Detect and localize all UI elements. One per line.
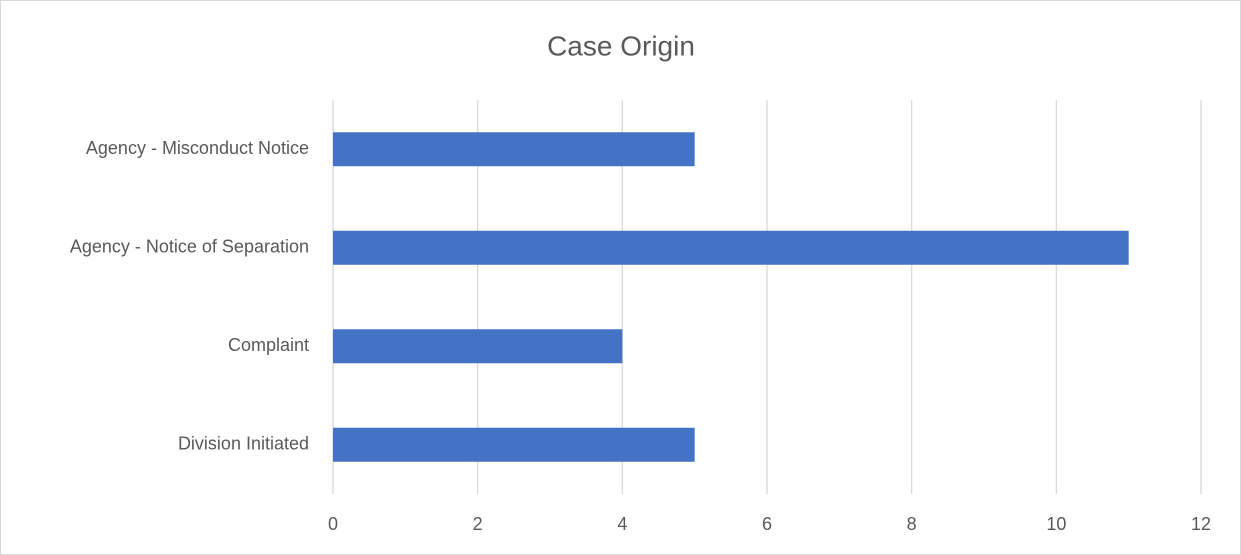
x-tick-label: 10 [1046,514,1066,534]
x-tick-label: 4 [617,514,627,534]
x-tick-label: 8 [907,514,917,534]
bar [333,427,695,462]
x-tick-label: 12 [1191,514,1211,534]
y-tick-label: Agency - Misconduct Notice [86,138,309,158]
y-tick-label: Division Initiated [178,434,309,454]
bar [333,230,1129,265]
y-tick-label: Complaint [228,335,309,355]
bar [333,329,623,364]
x-tick-label: 2 [473,514,483,534]
chart-title: Case Origin [547,30,695,61]
bar [333,132,695,167]
x-tick-label: 6 [762,514,772,534]
y-tick-label: Agency - Notice of Separation [70,237,309,257]
x-tick-label: 0 [328,514,338,534]
